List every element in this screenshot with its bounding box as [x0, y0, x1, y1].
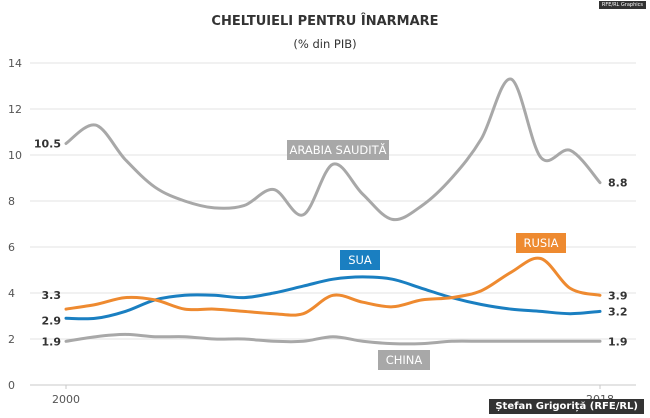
- series-lines: [64, 77, 602, 346]
- y-tick-label: 12: [8, 103, 22, 116]
- series-tag-label-russia: RUSIA: [524, 236, 559, 250]
- start-value-label-russia: 3.3: [42, 289, 62, 302]
- series-tag-label-saudi: ARABIA SAUDITĂ: [290, 142, 387, 157]
- series-line-china: [64, 332, 602, 346]
- start-value-label-saudi: 10.5: [34, 138, 61, 151]
- series-tag-label-china: CHINA: [386, 353, 423, 367]
- end-value-label-russia: 3.9: [608, 289, 628, 302]
- series-line-russia: [64, 256, 602, 317]
- y-tick-label: 6: [8, 241, 15, 254]
- start-value-label-usa: 2.9: [42, 314, 62, 327]
- end-value-label-china: 1.9: [608, 335, 628, 348]
- y-tick-label: 4: [8, 287, 15, 300]
- y-tick-label: 10: [8, 149, 22, 162]
- y-tick-label: 2: [8, 333, 15, 346]
- x-tick-label: 2000: [52, 393, 80, 406]
- chart-title: CHELTUIELI PENTRU ÎNARMARE: [211, 13, 438, 29]
- series-tag-bg-china: [378, 350, 430, 370]
- series-tag-bg-russia: [516, 233, 566, 253]
- end-value-label-usa: 3.2: [608, 305, 628, 318]
- graphics-badge: RFE/RL Graphics: [598, 1, 646, 9]
- y-tick-label: 14: [8, 57, 22, 70]
- start-value-label-china: 1.9: [42, 335, 62, 348]
- end-value-label-saudi: 8.8: [608, 177, 628, 190]
- author-credit: Ștefan Grigoriță (RFE/RL): [489, 399, 644, 414]
- value-labels: 10.5 8.8 2.9 3.2 3.3 3.9 1.9 1.9: [34, 138, 628, 349]
- chart-subtitle: (% din PIB): [293, 37, 356, 51]
- series-line-saudi: [64, 77, 602, 222]
- y-axis-ticks: 0 2 4 6 8 10 12 14: [8, 57, 22, 392]
- y-tick-label: 0: [8, 379, 15, 392]
- series-tag-label-usa: SUA: [348, 253, 372, 267]
- series-tags: ARABIA SAUDITĂ SUA RUSIA CHINA: [287, 140, 566, 370]
- series-tag-bg-saudi: [287, 140, 389, 160]
- series-tag-bg-usa: [340, 250, 380, 270]
- y-tick-label: 8: [8, 195, 15, 208]
